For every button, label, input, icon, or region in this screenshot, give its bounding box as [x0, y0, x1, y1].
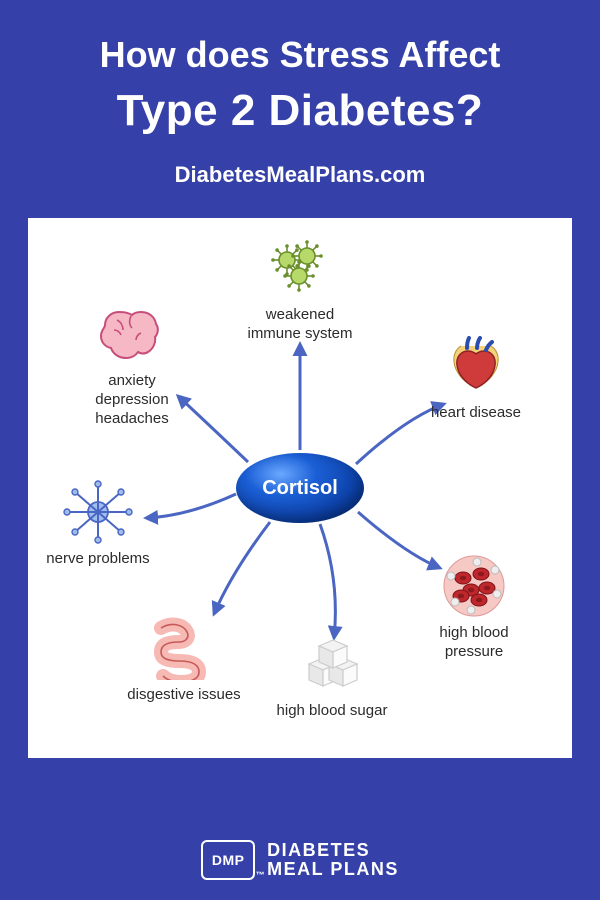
heart-icon [439, 334, 513, 398]
node-bp: high blood pressure [414, 554, 534, 662]
diagram-panel: Cortisol weakened immune system heart dis… [28, 218, 572, 758]
node-label-nerve: nerve problems [38, 550, 158, 569]
blood-icon [437, 554, 511, 618]
logo-text: DIABETES MEAL PLANS [267, 841, 399, 879]
node-label-digest: disgestive issues [124, 686, 244, 705]
node-label-anxiety: anxiety depression headaches [72, 372, 192, 428]
gut-icon [147, 616, 221, 680]
virus-icon [263, 236, 337, 300]
title-line2: Type 2 Diabetes? [20, 86, 580, 136]
logo-badge-text: DMP [212, 852, 245, 868]
node-sugar: high blood sugar [272, 632, 392, 721]
header: How does Stress Affect Type 2 Diabetes? … [0, 0, 600, 198]
logo-line2: MEAL PLANS [267, 860, 399, 879]
node-heart: heart disease [416, 334, 536, 423]
title-line1: How does Stress Affect [20, 34, 580, 76]
logo-badge-icon: DMP [201, 840, 255, 880]
center-cortisol: Cortisol [236, 453, 364, 523]
sugar-icon [295, 632, 369, 696]
node-anxiety: anxiety depression headaches [72, 302, 192, 428]
site-url: DiabetesMealPlans.com [20, 162, 580, 188]
node-label-immune: weakened immune system [240, 306, 360, 344]
logo-line1: DIABETES [267, 841, 399, 860]
brain-icon [95, 302, 169, 366]
node-immune: weakened immune system [240, 236, 360, 344]
node-label-heart: heart disease [416, 404, 536, 423]
center-label: Cortisol [262, 477, 338, 500]
node-digest: disgestive issues [124, 616, 244, 705]
node-label-sugar: high blood sugar [272, 702, 392, 721]
footer-logo: DMP DIABETES MEAL PLANS [0, 840, 600, 880]
node-nerve: nerve problems [38, 480, 158, 569]
node-label-bp: high blood pressure [414, 624, 534, 662]
neuron-icon [61, 480, 135, 544]
